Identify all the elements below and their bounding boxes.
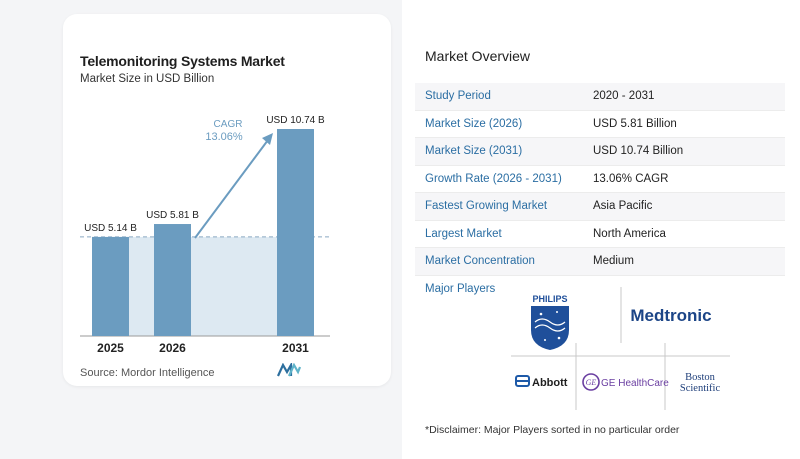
- overview-table: Study Period 2020 - 2031 Market Size (20…: [415, 83, 785, 276]
- disclaimer-text: *Disclaimer: Major Players sorted in no …: [425, 424, 680, 436]
- overview-panel: [402, 0, 800, 459]
- overview-row: Growth Rate (2026 - 2031) 13.06% CAGR: [415, 166, 785, 193]
- bar: [154, 224, 191, 336]
- abbott-logo-icon: Abbott: [515, 375, 568, 389]
- bar: [92, 236, 129, 336]
- ge-healthcare-logo-icon: GE GE HealthCare: [582, 373, 669, 391]
- overview-value: USD 5.81 Billion: [593, 117, 677, 130]
- svg-text:Abbott: Abbott: [532, 377, 568, 389]
- cagr-value: 13.06%: [205, 131, 243, 143]
- cagr-arrow: [194, 139, 269, 239]
- x-tick-label: 2031: [282, 341, 309, 355]
- overview-value: North America: [593, 227, 666, 240]
- bar-chart: USD 5.14 B 2025 USD 5.81 B 2026 USD 10.74 B 2…: [80, 115, 330, 355]
- overview-value: 2020 - 2031: [593, 90, 655, 103]
- overview-key: Largest Market: [425, 227, 502, 240]
- bar-value-label: USD 5.81 B: [146, 210, 199, 221]
- philips-logo-icon: PHILIPS: [531, 294, 569, 350]
- overview-row: Market Size (2031) USD 10.74 Billion: [415, 138, 785, 166]
- svg-text:GE: GE: [586, 378, 597, 387]
- cagr-arrow-head: [262, 133, 273, 145]
- overview-value: USD 10.74 Billion: [593, 145, 684, 158]
- overview-title: Market Overview: [425, 48, 531, 64]
- overview-row: Fastest Growing Market Asia Pacific: [415, 193, 785, 221]
- overview-key: Fastest Growing Market: [425, 200, 548, 213]
- overview-key: Study Period: [425, 90, 491, 103]
- medtronic-logo: Medtronic: [630, 306, 711, 325]
- chart-subtitle: Market Size in USD Billion: [80, 73, 215, 85]
- overview-key: Market Concentration: [425, 255, 535, 268]
- mordor-intelligence-logo-icon: [277, 363, 301, 377]
- boston-scientific-logo: Boston Scientific: [680, 372, 721, 394]
- overview-row: Largest Market North America: [415, 221, 785, 248]
- chart-title: Telemonitoring Systems Market: [80, 53, 285, 69]
- x-tick-label: 2026: [159, 341, 186, 355]
- bar-value-label: USD 10.74 B: [266, 115, 325, 126]
- cagr-label: CAGR: [214, 119, 243, 130]
- svg-text:GE HealthCare: GE HealthCare: [601, 378, 669, 389]
- overview-row: Study Period 2020 - 2031: [415, 83, 785, 111]
- bar: [277, 129, 314, 336]
- source-text: Source: Mordor Intelligence: [80, 367, 215, 379]
- overview-key: Growth Rate (2026 - 2031): [425, 172, 562, 185]
- overview-value: 13.06% CAGR: [593, 172, 669, 185]
- overview-value: Medium: [593, 255, 634, 268]
- overview-key: Market Size (2026): [425, 117, 523, 130]
- svg-text:PHILIPS: PHILIPS: [532, 294, 567, 304]
- x-tick-label: 2025: [97, 341, 124, 355]
- overview-row: Market Concentration Medium: [415, 248, 785, 276]
- bar-value-label: USD 5.14 B: [84, 223, 137, 234]
- overview-key: Market Size (2031): [425, 145, 523, 158]
- major-players-label: Major Players: [425, 283, 496, 295]
- overview-value: Asia Pacific: [593, 200, 653, 213]
- overview-row: Market Size (2026) USD 5.81 Billion: [415, 111, 785, 138]
